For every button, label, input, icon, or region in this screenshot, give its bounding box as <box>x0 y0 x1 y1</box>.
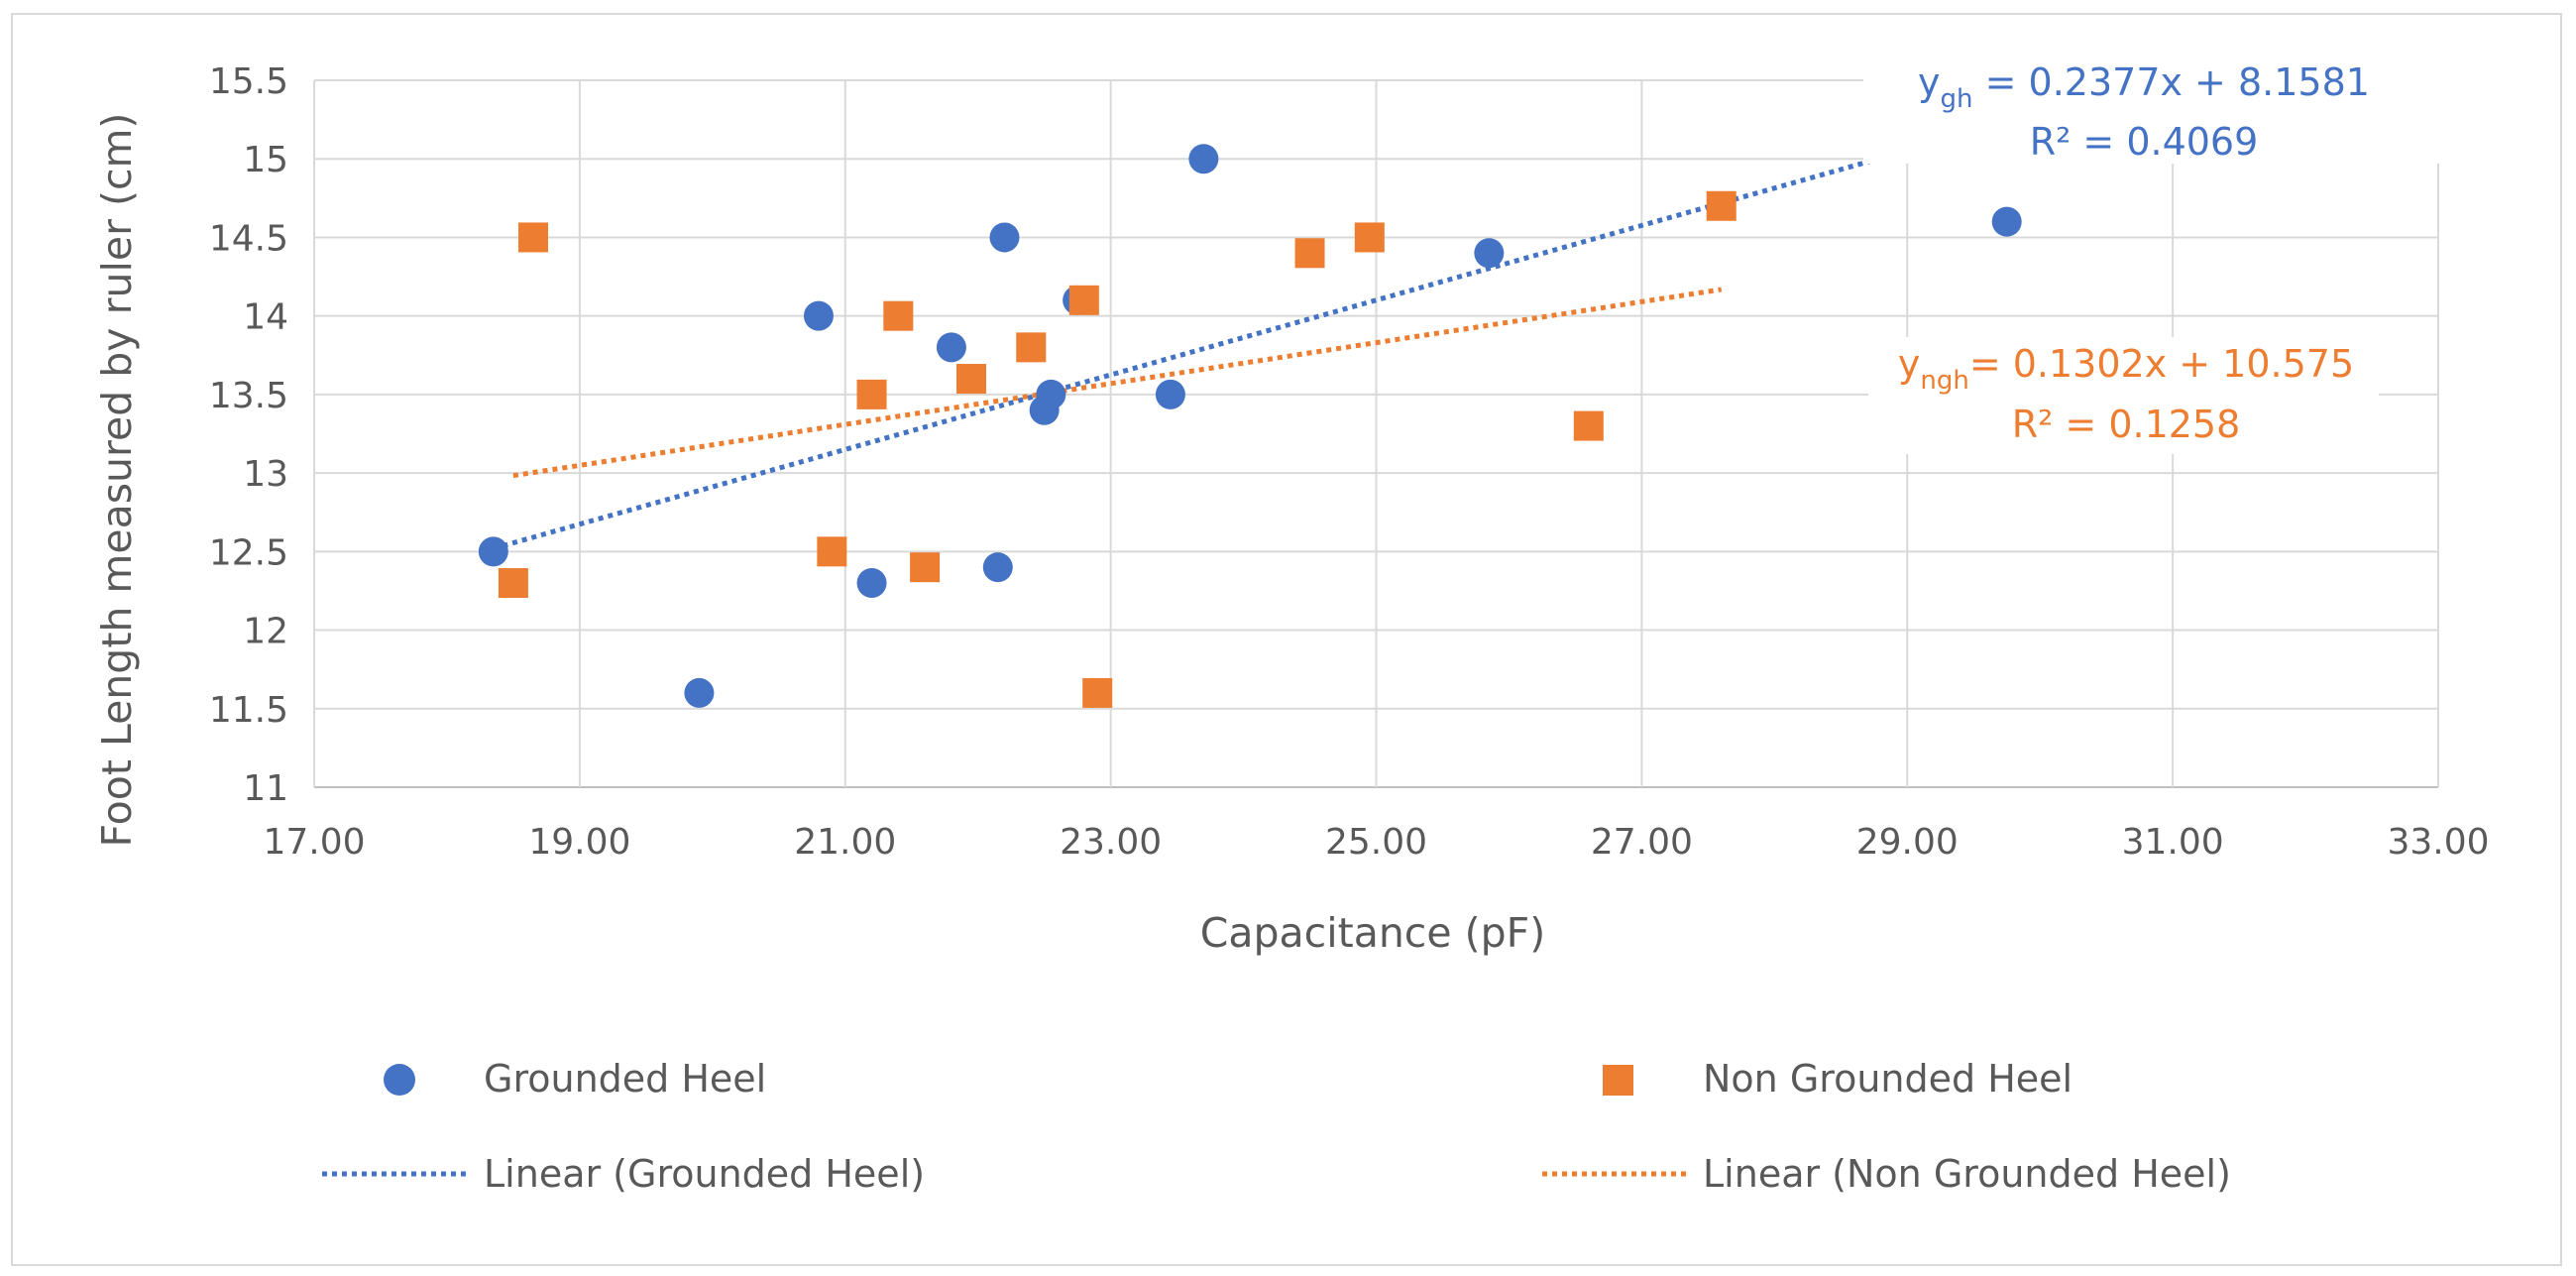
point-grounded-heel <box>1036 379 1066 409</box>
point-non-grounded-heel <box>1573 410 1604 441</box>
x-tick-label: 25.00 <box>1325 822 1427 863</box>
point-grounded-heel <box>989 222 1020 253</box>
equation-ngh: yngh= 0.1302x + 10.575 <box>1898 342 2354 396</box>
x-tick-label: 29.00 <box>1856 822 1959 863</box>
equation-ngh-body: = 0.1302x + 10.575 <box>1969 342 2354 386</box>
y-tick-label: 13.5 <box>209 376 288 416</box>
point-non-grounded-heel <box>1082 677 1113 708</box>
point-non-grounded-heel <box>517 222 548 253</box>
y-tick-label: 15 <box>243 140 288 180</box>
point-grounded-heel <box>803 300 834 331</box>
y-axis-title: Foot Length measured by ruler (cm) <box>93 113 141 848</box>
point-grounded-heel <box>1991 206 2022 237</box>
equation-ngh-prefix: y <box>1898 342 1921 386</box>
point-non-grounded-heel <box>1016 332 1047 363</box>
chart-frame <box>11 13 2562 1266</box>
y-tick-label: 14 <box>243 297 288 338</box>
legend-non-grounded-marker <box>1603 1065 1633 1096</box>
y-tick-label: 14.5 <box>209 218 288 259</box>
equation-gh-prefix: y <box>1918 60 1941 104</box>
point-non-grounded-heel <box>817 536 847 567</box>
point-grounded-heel <box>684 677 715 708</box>
x-tick-label: 31.00 <box>2122 822 2224 863</box>
equation-gh-subscript: gh <box>1941 84 1973 114</box>
point-non-grounded-heel <box>1068 285 1099 315</box>
equation-gh-bg <box>1863 55 2448 164</box>
x-tick-label: 23.00 <box>1060 822 1162 863</box>
x-tick-label: 19.00 <box>528 822 630 863</box>
point-non-grounded-heel <box>498 568 528 599</box>
point-grounded-heel <box>478 536 508 567</box>
y-tick-label: 13 <box>243 454 288 495</box>
r2-ngh: R² = 0.1258 <box>2012 403 2241 446</box>
legend-grounded-marker <box>384 1064 415 1096</box>
point-grounded-heel <box>1155 379 1185 409</box>
y-tick-label: 15.5 <box>209 61 288 102</box>
y-axis-ticks: 11 11.5 12 12.5 13 13.5 14 14.5 15 15.5 <box>209 61 288 809</box>
y-tick-label: 12 <box>243 612 288 652</box>
legend-grounded-label: Grounded Heel <box>484 1057 766 1101</box>
point-non-grounded-heel <box>910 552 941 583</box>
x-axis-ticks: 17.00 19.00 21.00 23.00 25.00 27.00 29.00 31.00… <box>263 822 2489 863</box>
equation-gh-body: = 0.2377x + 8.1581 <box>1973 60 2370 104</box>
point-non-grounded-heel <box>1354 222 1385 253</box>
point-grounded-heel <box>1188 144 1219 174</box>
x-tick-label: 27.00 <box>1591 822 1693 863</box>
x-tick-label: 21.00 <box>794 822 896 863</box>
y-tick-label: 11.5 <box>209 690 288 731</box>
point-grounded-heel <box>856 568 887 599</box>
legend-linear-non-grounded-label: Linear (Non Grounded Heel) <box>1703 1152 2231 1196</box>
data-points <box>478 144 2022 708</box>
x-tick-label: 17.00 <box>263 822 365 863</box>
point-grounded-heel <box>1474 238 1505 269</box>
x-tick-label: 33.00 <box>2387 822 2489 863</box>
point-non-grounded-heel <box>1706 190 1736 221</box>
legend-linear-grounded-label: Linear (Grounded Heel) <box>484 1152 925 1196</box>
legend-non-grounded-label: Non Grounded Heel <box>1703 1057 2072 1101</box>
trendline-grounded <box>493 120 2008 551</box>
point-grounded-heel <box>936 332 966 363</box>
trendlines <box>493 120 2008 551</box>
equation-gh: ygh = 0.2377x + 8.1581 <box>1918 60 2370 114</box>
point-non-grounded-heel <box>1294 238 1325 269</box>
r2-gh: R² = 0.4069 <box>2030 120 2259 164</box>
point-non-grounded-heel <box>856 379 887 409</box>
equation-ngh-subscript: ngh <box>1920 366 1968 396</box>
y-tick-label: 11 <box>243 768 288 809</box>
point-non-grounded-heel <box>883 300 914 331</box>
legend: Grounded Heel Non Grounded Heel Linear (… <box>322 1057 2231 1196</box>
y-tick-label: 12.5 <box>209 532 288 573</box>
x-axis-title: Capacitance (pF) <box>1200 909 1545 957</box>
point-grounded-heel <box>982 552 1013 583</box>
point-non-grounded-heel <box>955 364 986 395</box>
equation-ngh-bg <box>1868 337 2379 454</box>
